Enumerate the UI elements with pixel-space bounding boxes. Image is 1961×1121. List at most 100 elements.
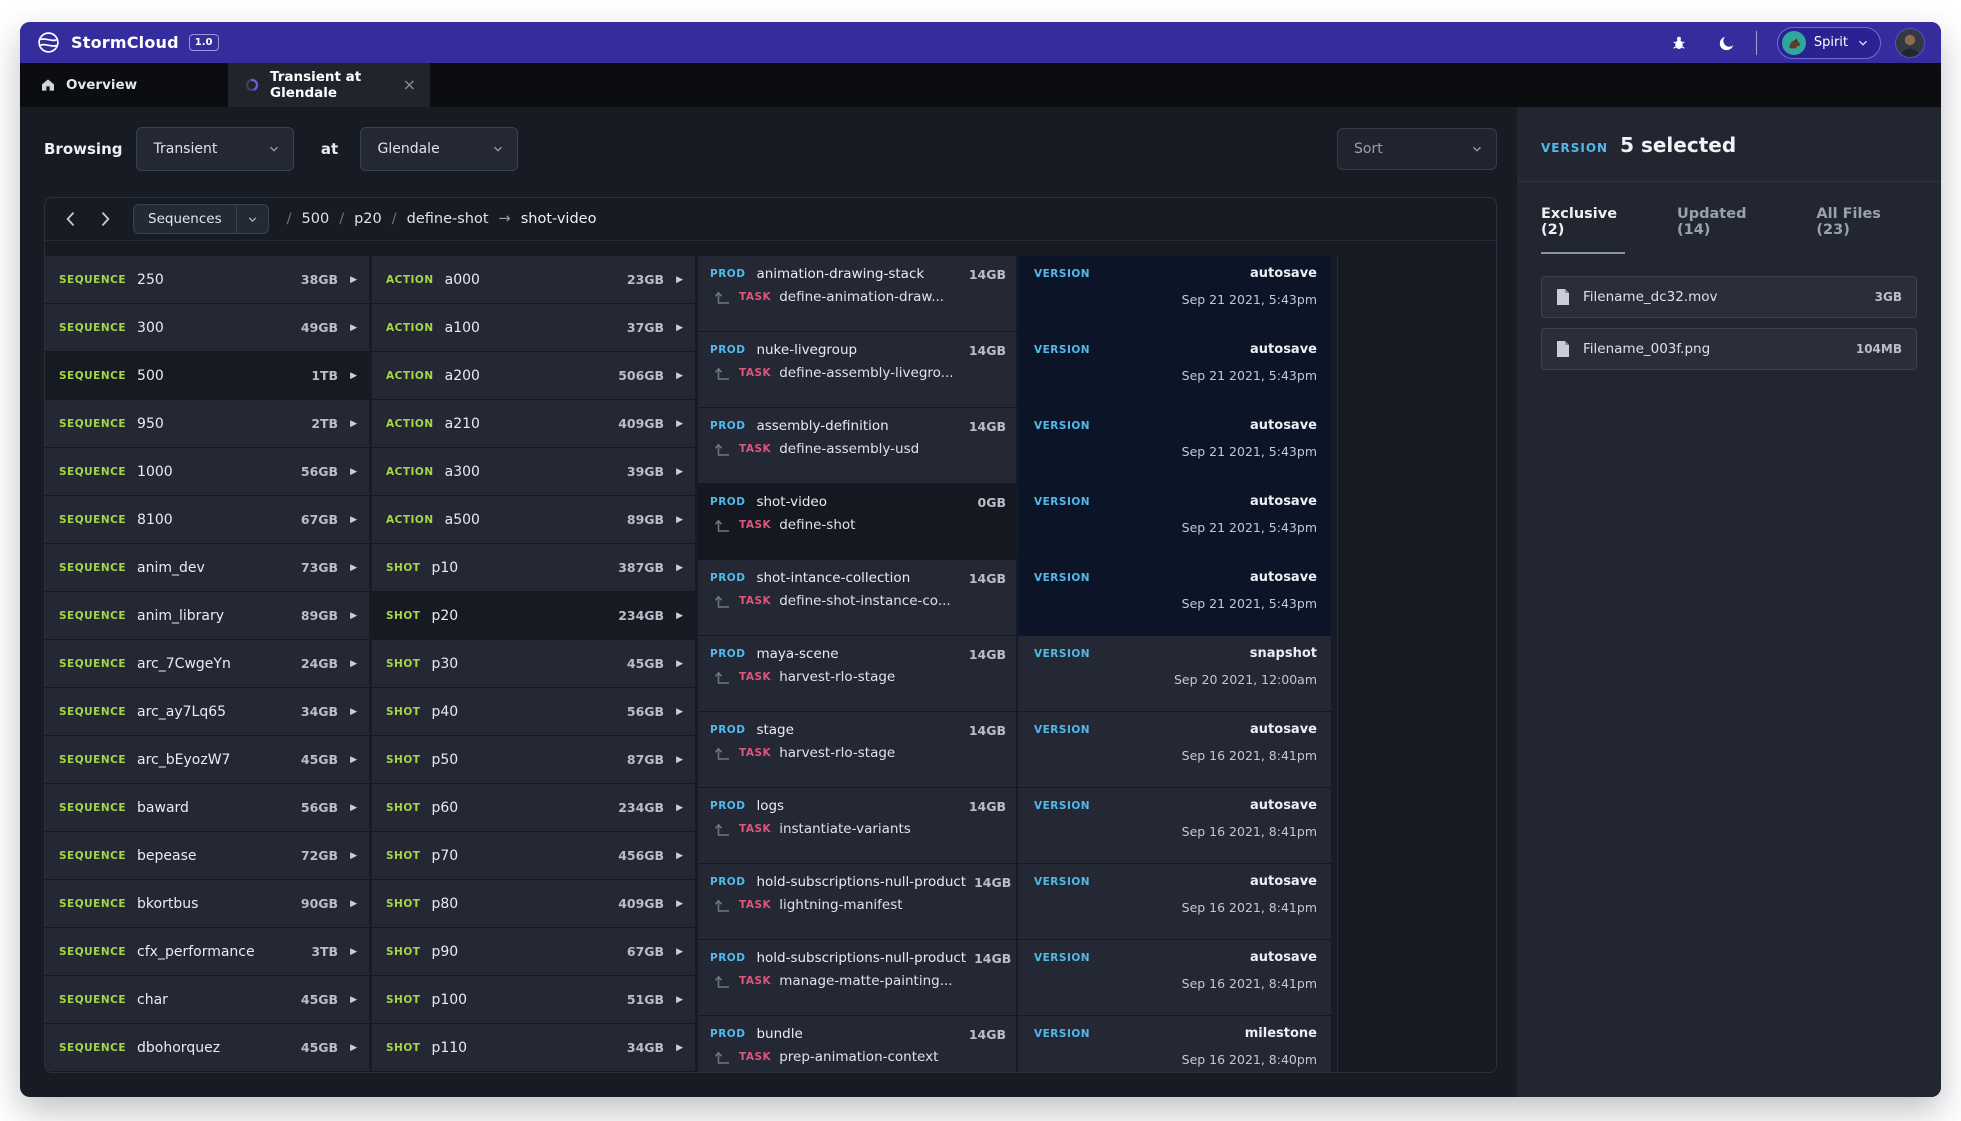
expand-play-icon[interactable]: ▶: [676, 418, 683, 429]
action-shot-row[interactable]: ACTION a000 23GB ▶: [372, 256, 695, 304]
dataset-select[interactable]: Transient: [136, 127, 295, 171]
expand-play-icon[interactable]: ▶: [350, 610, 357, 621]
expand-play-icon[interactable]: ▶: [676, 610, 683, 621]
expand-play-icon[interactable]: ▶: [350, 994, 357, 1005]
product-cell[interactable]: PROD shot-intance-collection 14GB TASK d…: [698, 560, 1016, 635]
expand-play-icon[interactable]: ▶: [350, 514, 357, 525]
expand-play-icon[interactable]: ▶: [676, 1042, 683, 1053]
product-row[interactable]: PROD shot-video 0GB TASK define-shot VER…: [698, 484, 1331, 560]
sequence-row[interactable]: SEQUENCE anim_library 89GB ▶: [45, 592, 369, 640]
version-cell[interactable]: VERSION autosave Sep 16 2021, 8:41pm: [1018, 788, 1331, 863]
sequence-row[interactable]: SEQUENCE 300 49GB ▶: [45, 304, 369, 352]
expand-play-icon[interactable]: ▶: [676, 802, 683, 813]
forward-icon[interactable]: [95, 209, 115, 229]
sequence-row[interactable]: SEQUENCE cfx_performance 3TB ▶: [45, 928, 369, 976]
action-shot-row[interactable]: ACTION a300 39GB ▶: [372, 448, 695, 496]
action-shot-row[interactable]: SHOT p40 56GB ▶: [372, 688, 695, 736]
action-shot-row[interactable]: SHOT p10 387GB ▶: [372, 544, 695, 592]
tab-overview[interactable]: Overview: [20, 63, 228, 107]
expand-play-icon[interactable]: ▶: [676, 946, 683, 957]
product-cell[interactable]: PROD shot-video 0GB TASK define-shot: [698, 484, 1016, 559]
expand-play-icon[interactable]: ▶: [676, 850, 683, 861]
expand-play-icon[interactable]: ▶: [676, 370, 683, 381]
breadcrumb-segment[interactable]: p20: [354, 211, 382, 227]
expand-play-icon[interactable]: ▶: [676, 898, 683, 909]
expand-play-icon[interactable]: ▶: [676, 562, 683, 573]
product-cell[interactable]: PROD hold-subscriptions-null-product 14G…: [698, 864, 1016, 939]
product-row[interactable]: PROD assembly-definition 14GB TASK defin…: [698, 408, 1331, 484]
expand-play-icon[interactable]: ▶: [350, 466, 357, 477]
expand-play-icon[interactable]: ▶: [676, 658, 683, 669]
action-shot-row[interactable]: SHOT p60 234GB ▶: [372, 784, 695, 832]
sequence-row[interactable]: SEQUENCE 500 1TB ▶: [45, 352, 369, 400]
expand-play-icon[interactable]: ▶: [350, 754, 357, 765]
action-shot-row[interactable]: SHOT p20 234GB ▶: [372, 592, 695, 640]
product-cell[interactable]: PROD maya-scene 14GB TASK harvest-rlo-st…: [698, 636, 1016, 711]
product-cell[interactable]: PROD animation-drawing-stack 14GB TASK d…: [698, 256, 1016, 331]
breadcrumb-segment[interactable]: 500: [301, 211, 330, 227]
action-shot-row[interactable]: SHOT p90 67GB ▶: [372, 928, 695, 976]
action-shot-row[interactable]: SHOT p110 34GB ▶: [372, 1024, 695, 1072]
product-row[interactable]: PROD hold-subscriptions-null-product 14G…: [698, 940, 1331, 1016]
product-cell[interactable]: PROD logs 14GB TASK instantiate-variants: [698, 788, 1016, 863]
sidebar-tab[interactable]: Updated (14): [1676, 206, 1747, 238]
file-row[interactable]: Filename_003f.png 104MB: [1541, 328, 1917, 370]
expand-play-icon[interactable]: ▶: [676, 322, 683, 333]
expand-play-icon[interactable]: ▶: [676, 754, 683, 765]
action-shot-row[interactable]: SHOT p30 45GB ▶: [372, 640, 695, 688]
action-shot-row[interactable]: ACTION a200 506GB ▶: [372, 352, 695, 400]
dark-mode-moon-icon[interactable]: [1718, 34, 1736, 52]
product-row[interactable]: PROD hold-subscriptions-null-product 14G…: [698, 864, 1331, 940]
project-switcher[interactable]: Spirit: [1776, 26, 1881, 59]
version-cell[interactable]: VERSION milestone Sep 16 2021, 8:40pm: [1018, 1016, 1331, 1072]
product-row[interactable]: PROD bundle 14GB TASK prep-animation-con…: [698, 1016, 1331, 1072]
action-shot-row[interactable]: SHOT p100 51GB ▶: [372, 976, 695, 1024]
product-cell[interactable]: PROD hold-subscriptions-null-product 14G…: [698, 940, 1016, 1015]
version-cell[interactable]: VERSION autosave Sep 16 2021, 8:41pm: [1018, 864, 1331, 939]
bug-report-icon[interactable]: [1670, 34, 1688, 52]
expand-play-icon[interactable]: ▶: [676, 994, 683, 1005]
product-cell[interactable]: PROD nuke-livegroup 14GB TASK define-ass…: [698, 332, 1016, 407]
expand-play-icon[interactable]: ▶: [350, 322, 357, 333]
sequence-row[interactable]: SEQUENCE char 45GB ▶: [45, 976, 369, 1024]
sequence-row[interactable]: SEQUENCE arc_bEyozW7 45GB ▶: [45, 736, 369, 784]
expand-play-icon[interactable]: ▶: [350, 1042, 357, 1053]
version-cell[interactable]: VERSION autosave Sep 16 2021, 8:41pm: [1018, 940, 1331, 1015]
version-cell[interactable]: VERSION snapshot Sep 20 2021, 12:00am: [1018, 636, 1331, 711]
expand-play-icon[interactable]: ▶: [350, 418, 357, 429]
sequence-row[interactable]: SEQUENCE arc_ay7Lq65 34GB ▶: [45, 688, 369, 736]
action-shot-row[interactable]: ACTION a100 37GB ▶: [372, 304, 695, 352]
sidebar-tab[interactable]: Exclusive (2): [1541, 206, 1643, 254]
sequence-row[interactable]: SEQUENCE baward 56GB ▶: [45, 784, 369, 832]
version-cell[interactable]: VERSION autosave Sep 16 2021, 8:41pm: [1018, 712, 1331, 787]
sequence-row[interactable]: SEQUENCE 250 38GB ▶: [45, 256, 369, 304]
root-type-select[interactable]: Sequences: [133, 204, 269, 234]
expand-play-icon[interactable]: ▶: [676, 514, 683, 525]
sidebar-tab[interactable]: All Files (23): [1816, 206, 1881, 238]
expand-play-icon[interactable]: ▶: [676, 274, 683, 285]
location-select[interactable]: Glendale: [360, 127, 519, 171]
product-row[interactable]: PROD logs 14GB TASK instantiate-variants…: [698, 788, 1331, 864]
tab-transient-at-glendale[interactable]: Transient at Glendale ×: [228, 63, 430, 107]
sequence-row[interactable]: SEQUENCE arc_7CwgeYn 24GB ▶: [45, 640, 369, 688]
version-cell[interactable]: VERSION autosave Sep 21 2021, 5:43pm: [1018, 408, 1331, 483]
sequence-row[interactable]: SEQUENCE 950 2TB ▶: [45, 400, 369, 448]
expand-play-icon[interactable]: ▶: [676, 466, 683, 477]
expand-play-icon[interactable]: ▶: [350, 850, 357, 861]
product-row[interactable]: PROD nuke-livegroup 14GB TASK define-ass…: [698, 332, 1331, 408]
expand-play-icon[interactable]: ▶: [350, 658, 357, 669]
action-shot-row[interactable]: SHOT p50 87GB ▶: [372, 736, 695, 784]
product-row[interactable]: PROD maya-scene 14GB TASK harvest-rlo-st…: [698, 636, 1331, 712]
sequence-row[interactable]: SEQUENCE 1000 56GB ▶: [45, 448, 369, 496]
product-row[interactable]: PROD stage 14GB TASK harvest-rlo-stage V…: [698, 712, 1331, 788]
sequence-row[interactable]: SEQUENCE 8100 67GB ▶: [45, 496, 369, 544]
file-row[interactable]: Filename_dc32.mov 3GB: [1541, 276, 1917, 318]
expand-play-icon[interactable]: ▶: [350, 946, 357, 957]
back-icon[interactable]: [61, 209, 81, 229]
expand-play-icon[interactable]: ▶: [350, 562, 357, 573]
expand-play-icon[interactable]: ▶: [350, 898, 357, 909]
expand-play-icon[interactable]: ▶: [676, 706, 683, 717]
close-tab-icon[interactable]: ×: [402, 75, 416, 94]
action-shot-row[interactable]: ACTION a210 409GB ▶: [372, 400, 695, 448]
action-shot-row[interactable]: ACTION a500 89GB ▶: [372, 496, 695, 544]
